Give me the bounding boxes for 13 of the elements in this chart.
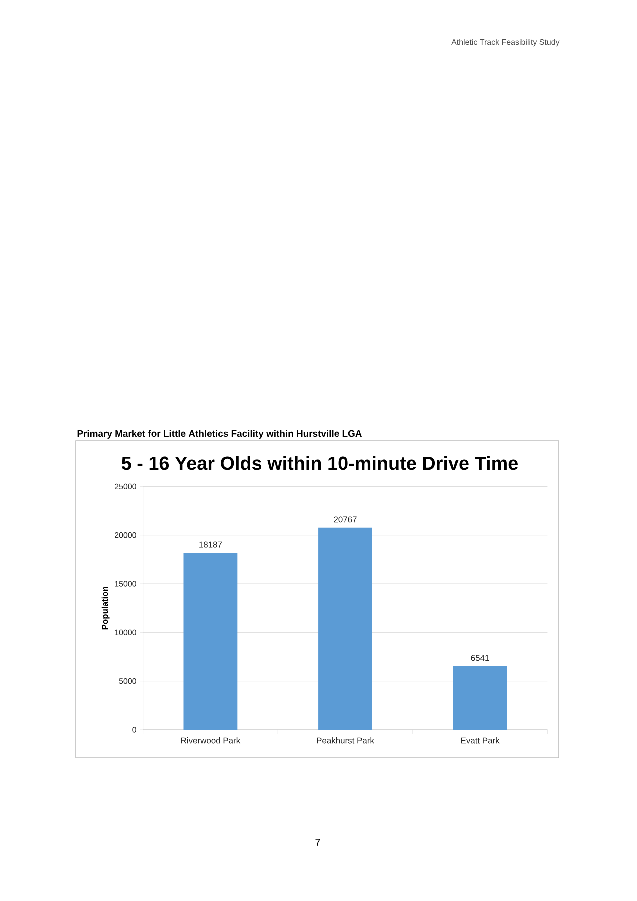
bar xyxy=(453,666,508,730)
text: 7 xyxy=(316,839,320,846)
x-tick-label: Evatt Park xyxy=(461,738,500,744)
data-label: 18187 xyxy=(200,542,222,548)
data-label: 6541 xyxy=(471,655,490,662)
data-label: 20767 xyxy=(334,516,357,523)
chart-title: 5 - 16 Year Olds within 10-minute Drive Time xyxy=(122,456,518,470)
x-tick-label: Riverwood Park xyxy=(182,738,241,744)
bar xyxy=(184,552,238,730)
x-tick-label: Peakhurst Park xyxy=(317,738,374,744)
y-axis-title: Population xyxy=(102,586,110,630)
bar xyxy=(318,528,372,730)
text: Primary Market for Little Athletics Facility within Hurstville LGA xyxy=(78,430,362,439)
